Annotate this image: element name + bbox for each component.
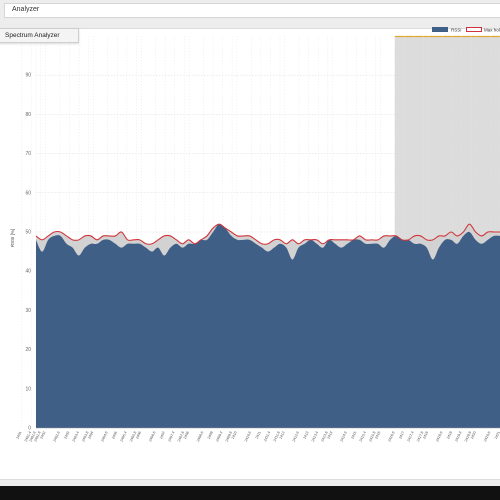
bottom-bar <box>0 486 500 500</box>
analyzer-window: Analyzer Spectrum Analyzer 0 10 20 30 40 50 60… <box>0 0 500 486</box>
x-tick-label: 2404.6 <box>100 431 108 443</box>
x-tick-label: 2406 <box>135 431 142 440</box>
x-tick-label: 2403.8 <box>81 431 89 443</box>
legend-label-rssi: RSSI <box>451 28 462 33</box>
x-tick-label: 2415.8 <box>368 431 376 443</box>
x-tick-label: 2413.4 <box>311 431 319 443</box>
x-tick-label: 2419.4 <box>454 431 462 443</box>
x-tick-label: 2402.6 <box>53 431 61 443</box>
tab-spectrum-analyzer[interactable]: Spectrum Analyzer <box>0 28 79 43</box>
max-hold-line <box>35 223 500 245</box>
x-tick-label: 2415.4 <box>359 431 367 443</box>
x-tick-label: 2404 <box>87 431 94 440</box>
x-tick-label: 2402 <box>39 431 46 440</box>
x-tick-label: 2418.6 <box>435 431 443 443</box>
x-tick-label: 2413.8 <box>320 431 328 443</box>
y-tick-label: 60 <box>25 190 31 196</box>
x-tick-label: 2414.6 <box>340 431 348 443</box>
y-tick-label: 50 <box>25 230 31 236</box>
x-tick-label: 2412.6 <box>292 431 300 443</box>
x-tick-label: 2416.6 <box>387 431 395 443</box>
window-title: Analyzer <box>12 6 40 13</box>
x-tick-label: 2415 <box>350 431 357 440</box>
x-tick-label: 2401.6 <box>29 431 37 443</box>
tab-label: Spectrum Analyzer <box>5 32 60 39</box>
y-tick-label: 80 <box>25 112 31 118</box>
y-tick-label: 10 <box>25 386 31 392</box>
x-tick-label: 2409.8 <box>225 431 233 443</box>
x-tick-label: 2401.4 <box>24 431 32 443</box>
x-tick-label: 2417.8 <box>416 431 424 443</box>
x-tick-label: 2407.8 <box>177 431 185 443</box>
y-tick-label: 40 <box>25 269 31 275</box>
x-tick-label: 2403 <box>63 431 70 440</box>
x-tick-label: 2409 <box>207 431 214 440</box>
x-tick-label: 2411.4 <box>263 431 271 442</box>
x-tick-label: 2418 <box>422 431 429 440</box>
x-tick-label: 2411 <box>255 431 262 440</box>
y-axis-label: RSSI [%] <box>10 229 15 247</box>
x-tick-label: 2401.8 <box>33 431 41 443</box>
x-tick-label: 2405.4 <box>120 431 128 443</box>
x-tick-label: 2413 <box>303 431 310 440</box>
y-tick-label: 30 <box>25 308 31 314</box>
x-tick-label: 2420.6 <box>483 431 491 443</box>
x-tick-label: 2409.4 <box>215 431 223 443</box>
rssi-area <box>36 224 500 428</box>
x-tick-label: 2406.6 <box>148 431 156 443</box>
x-tick-label: 2401 <box>16 431 23 440</box>
legend-swatch-max-hold <box>466 27 482 32</box>
x-tick-label: 2421 <box>494 431 500 440</box>
x-tick-label: 2407.4 <box>167 431 175 443</box>
x-tick-label: 2410 <box>231 431 238 440</box>
x-tick-label: 2411.8 <box>273 431 281 442</box>
legend-label-max-hold: Max hold <box>484 28 500 33</box>
x-tick-label: 2407 <box>159 431 166 440</box>
x-tick-label: 2417 <box>398 431 405 440</box>
x-tick-label: 2405.8 <box>129 431 137 443</box>
window-title-bar: Analyzer <box>4 3 500 18</box>
x-tick-label: 2403.4 <box>72 431 80 443</box>
x-tick-label: 2408 <box>183 431 190 440</box>
x-tick-label: 2410.6 <box>244 431 252 443</box>
legend-swatch-rssi <box>432 27 448 32</box>
x-tick-label: 2417.4 <box>407 431 415 443</box>
x-tick-label: 2419.8 <box>464 431 472 443</box>
x-tick-label: 2408.6 <box>196 431 204 443</box>
x-tick-label: 2416 <box>374 431 381 440</box>
x-tick-label: 2420 <box>470 431 477 440</box>
x-tick-label: 2419 <box>446 431 453 440</box>
x-tick-label: 2405 <box>111 431 118 440</box>
x-tick-label: 2412 <box>279 431 286 440</box>
x-tick-label: 2414 <box>326 431 333 440</box>
spectrum-chart: 0 10 20 30 40 50 60 70 80 90 2401.6 2401 2401.4 2401.… <box>10 27 500 443</box>
y-tick-label: 70 <box>25 151 31 157</box>
y-tick-label: 20 <box>25 347 31 353</box>
y-tick-label: 0 <box>28 426 31 432</box>
y-tick-label: 90 <box>25 73 31 79</box>
